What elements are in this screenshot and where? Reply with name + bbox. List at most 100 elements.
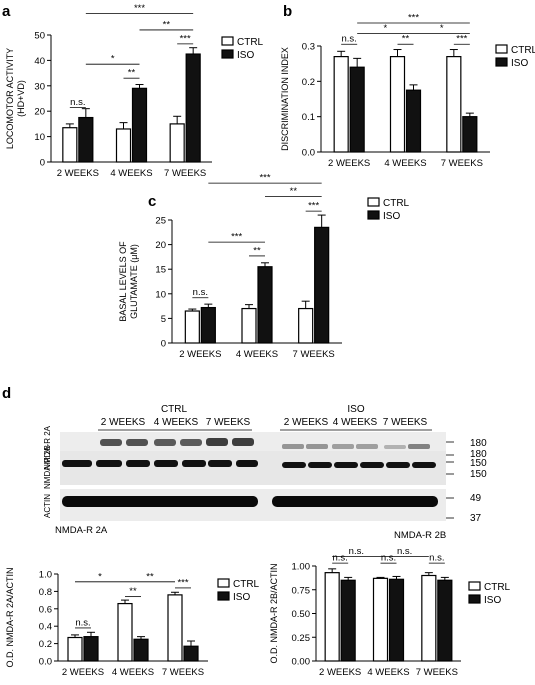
bar — [83, 636, 99, 662]
blot-bands-nmda-2a — [100, 438, 430, 449]
y-tick-label: 0.0 — [302, 148, 315, 159]
x-tick-label: 4 WEEKS — [110, 168, 152, 179]
significance-label: ** — [129, 586, 137, 597]
bar — [184, 310, 200, 344]
x-tick-label: 4 WEEKS — [236, 349, 278, 360]
bar — [185, 53, 201, 163]
significance-label: * — [440, 23, 444, 34]
legend-label-iso: ISO — [233, 592, 250, 603]
blot-bands-actin — [62, 496, 438, 507]
chart-a: 0 10 20 30 40 50 LOCOMOTOR ACTIVITY (HD+VD) 2 WE… — [5, 3, 264, 179]
y-tick-label: 0.2 — [39, 639, 52, 650]
panel-label-a: a — [2, 3, 11, 20]
y-tick-label: 0.50 — [292, 609, 311, 620]
legend-swatch-ctrl — [468, 581, 481, 591]
blot-membrane — [60, 451, 446, 485]
bar — [257, 266, 273, 344]
y-tick-label: 15 — [155, 265, 166, 276]
y-tick-label: 0.4 — [39, 622, 52, 633]
panel-label-d: d — [2, 385, 11, 402]
panel-label-c: c — [148, 193, 156, 210]
legend-swatch-ctrl — [217, 578, 230, 588]
blot-week-label: 7 WEEKS — [206, 417, 251, 428]
blot-week-label: 2 WEEKS — [284, 417, 329, 428]
chart-b: 0.0 0.1 0.2 0.3 DISCRIMINATION INDEX 2 WEEKS 4… — [280, 13, 535, 169]
bar — [298, 307, 314, 344]
y-tick-label: 0.00 — [292, 657, 311, 668]
blot-group-ctrl: CTRL — [161, 404, 188, 415]
legend-label-iso: ISO — [383, 211, 400, 222]
y-tick-label: 25 — [155, 216, 166, 227]
y-tick-label: 20 — [155, 240, 166, 251]
x-tick-label: 4 WEEKS — [367, 667, 409, 678]
significance-label: *** — [308, 201, 319, 212]
x-tick-label: 4 WEEKS — [384, 158, 426, 169]
blot-group-iso: ISO — [347, 404, 364, 415]
significance-label: *** — [180, 33, 191, 44]
legend-swatch-iso — [367, 210, 380, 220]
blot-marker-label: 150 — [470, 469, 487, 480]
y-tick-label: 30 — [34, 81, 45, 92]
significance-label: n.s. — [349, 546, 364, 557]
blot-marker-label: 49 — [470, 493, 482, 504]
western-blot: CTRL ISO 2 WEEKS 4 WEEKS 7 WEEKS 2 WEEKS… — [43, 404, 487, 524]
bar — [349, 66, 365, 153]
y-tick-label: 10 — [155, 289, 166, 300]
y-tick-label: 0.2 — [302, 77, 315, 88]
bar — [167, 594, 183, 662]
y-tick-label: 0 — [40, 158, 45, 169]
bar — [131, 87, 148, 163]
legend-swatch-ctrl — [221, 36, 234, 46]
significance-label: n.s. — [75, 617, 90, 628]
y-tick-label: 1.00 — [292, 562, 311, 573]
chart-title: NMDA-R 2A — [55, 525, 108, 536]
y-tick-label: 10 — [34, 132, 45, 143]
x-tick-label: 2 WEEKS — [319, 667, 361, 678]
y-tick-label: 0.25 — [292, 633, 311, 644]
significance-label: * — [98, 571, 102, 582]
significance-label: n.s. — [70, 97, 85, 108]
chart-d-nmda-r-2a: 0.0 0.2 0.4 0.6 0.8 1.0 O.D. NMDA-R 2A/ACTIN NM… — [5, 525, 260, 678]
y-tick-label: 20 — [34, 107, 45, 118]
chart-c: 0 5 10 15 20 25 BASAL LEVELS OF GLUTAMATE (μM) 2… — [118, 173, 410, 360]
y-tick-label: 0.6 — [39, 604, 52, 615]
significance-label: ** — [163, 19, 171, 30]
x-tick-label: 7 WEEKS — [416, 667, 458, 678]
blot-marker-label: 150 — [470, 458, 487, 469]
significance-label: ** — [128, 68, 136, 79]
blot-row-label-nmda-2a: NMDA-R 2A — [43, 425, 52, 470]
significance-label: n.s. — [397, 546, 412, 557]
significance-label: * — [383, 23, 387, 34]
significance-label: *** — [177, 577, 188, 588]
bar — [324, 572, 340, 662]
blot-marker-label: 180 — [470, 438, 487, 449]
x-tick-label: 7 WEEKS — [293, 349, 335, 360]
y-axis-label: O.D. NMDA-R 2B/ACTIN — [269, 563, 279, 663]
y-tick-label: 0.75 — [292, 585, 311, 596]
bar — [67, 636, 83, 662]
significance-label: n.s. — [342, 34, 357, 45]
bar — [372, 577, 389, 662]
legend-label-iso: ISO — [511, 58, 528, 69]
blot-week-label: 7 WEEKS — [383, 417, 428, 428]
significance-label: *** — [259, 173, 270, 184]
bar — [405, 89, 422, 153]
blot-size-markers: 180 150 180 150 49 37 — [446, 438, 487, 524]
y-axis-label: O.D. NMDA-R 2A/ACTIN — [5, 567, 15, 667]
bar — [437, 579, 453, 662]
blot-row-label-nmda-2b: NMDA-R 2B — [43, 445, 52, 489]
bar — [388, 578, 405, 662]
y-tick-label: 0.3 — [302, 42, 315, 53]
x-tick-label: 4 WEEKS — [112, 667, 154, 678]
significance-label: n.s. — [381, 553, 396, 564]
legend-label-ctrl: CTRL — [484, 582, 511, 593]
x-tick-label: 7 WEEKS — [164, 168, 206, 179]
y-tick-label: 0 — [161, 339, 166, 350]
blot-marker-label: 37 — [470, 513, 482, 524]
bar — [389, 55, 406, 153]
bar — [314, 226, 330, 344]
legend-swatch-iso — [217, 591, 230, 601]
bar — [446, 55, 462, 153]
bar — [462, 116, 478, 153]
